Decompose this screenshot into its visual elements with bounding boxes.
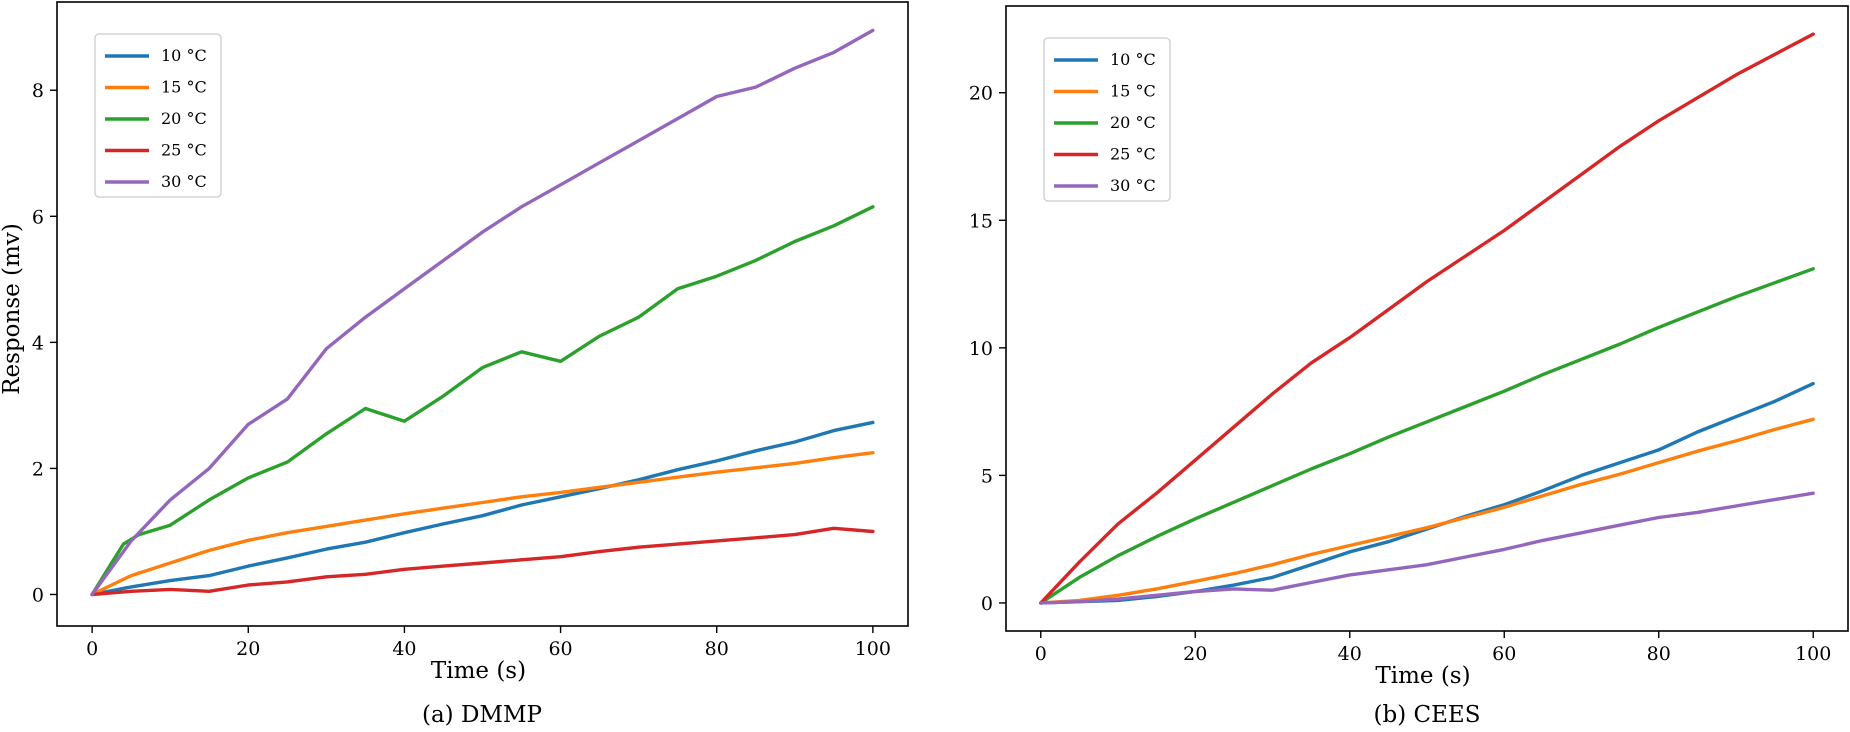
legend: 10 °C 15 °C 20 °C 25 °C 30 °C (94, 33, 222, 198)
legend: 10 °C 15 °C 20 °C 25 °C 30 °C (1043, 37, 1171, 202)
legend-label: 25 °C (1110, 145, 1156, 164)
series-line-30c (90, 28, 875, 597)
panel-caption: (a) DMMP (422, 702, 542, 728)
x-tick-label: 40 (1338, 643, 1362, 665)
y-tick-label: 10 (969, 338, 993, 360)
series-line-20c (90, 205, 875, 597)
x-tick-label: 20 (1183, 643, 1207, 665)
series-line-10c (90, 420, 875, 597)
legend-label: 20 °C (1110, 113, 1156, 132)
x-axis-label: Time (s) (1375, 663, 1470, 689)
y-tick-label: 8 (32, 80, 44, 102)
plot-frame (1005, 5, 1849, 632)
legend-box (1043, 37, 1171, 202)
y-tick-label: 0 (981, 593, 993, 615)
y-tick-label: 5 (981, 465, 993, 487)
x-axis-label: Time (s) (431, 658, 526, 684)
legend-label: 15 °C (1110, 82, 1156, 101)
y-tick-label: 0 (32, 584, 44, 606)
legend-box (94, 33, 222, 198)
y-tick-label: 6 (32, 206, 44, 228)
x-tick-label: 40 (392, 638, 416, 660)
chart-panel-1: 0 20 40 60 80 100 0 2 4 6 8 Time (s) Response (mv) (a… (0, 1, 909, 728)
series-line-25c (1039, 32, 1815, 605)
series-line-15c (90, 451, 875, 597)
x-tick-label: 100 (855, 638, 891, 660)
legend-label: 10 °C (161, 46, 207, 65)
series-line-25c (90, 526, 875, 597)
x-tick-label: 20 (236, 638, 260, 660)
panel-caption: (b) CEES (1374, 702, 1481, 728)
x-tick-label: 0 (1035, 643, 1047, 665)
legend-label: 10 °C (1110, 50, 1156, 69)
y-axis-label: Response (mv) (0, 223, 25, 395)
x-tick-label: 80 (705, 638, 729, 660)
series-line-20c (1039, 267, 1815, 605)
x-tick-label: 0 (86, 638, 98, 660)
x-tick-label: 100 (1795, 643, 1831, 665)
y-tick-label: 20 (969, 83, 993, 105)
y-tick-label: 15 (969, 210, 993, 232)
series-line-30c (1039, 491, 1815, 605)
series-line-15c (1039, 417, 1815, 605)
legend-label: 30 °C (1110, 176, 1156, 195)
chart-panel-2: 0 20 40 60 80 100 0 5 10 15 20 Time (s) (b) CEES 10 °… (969, 5, 1849, 728)
x-tick-label: 60 (548, 638, 572, 660)
y-tick-label: 4 (32, 332, 44, 354)
x-tick-label: 60 (1492, 643, 1516, 665)
plot-frame (56, 1, 909, 627)
legend-label: 30 °C (161, 172, 207, 191)
y-tick-label: 2 (32, 458, 44, 480)
legend-label: 25 °C (161, 141, 207, 160)
legend-label: 20 °C (161, 109, 207, 128)
x-tick-label: 80 (1647, 643, 1671, 665)
legend-label: 15 °C (161, 78, 207, 97)
